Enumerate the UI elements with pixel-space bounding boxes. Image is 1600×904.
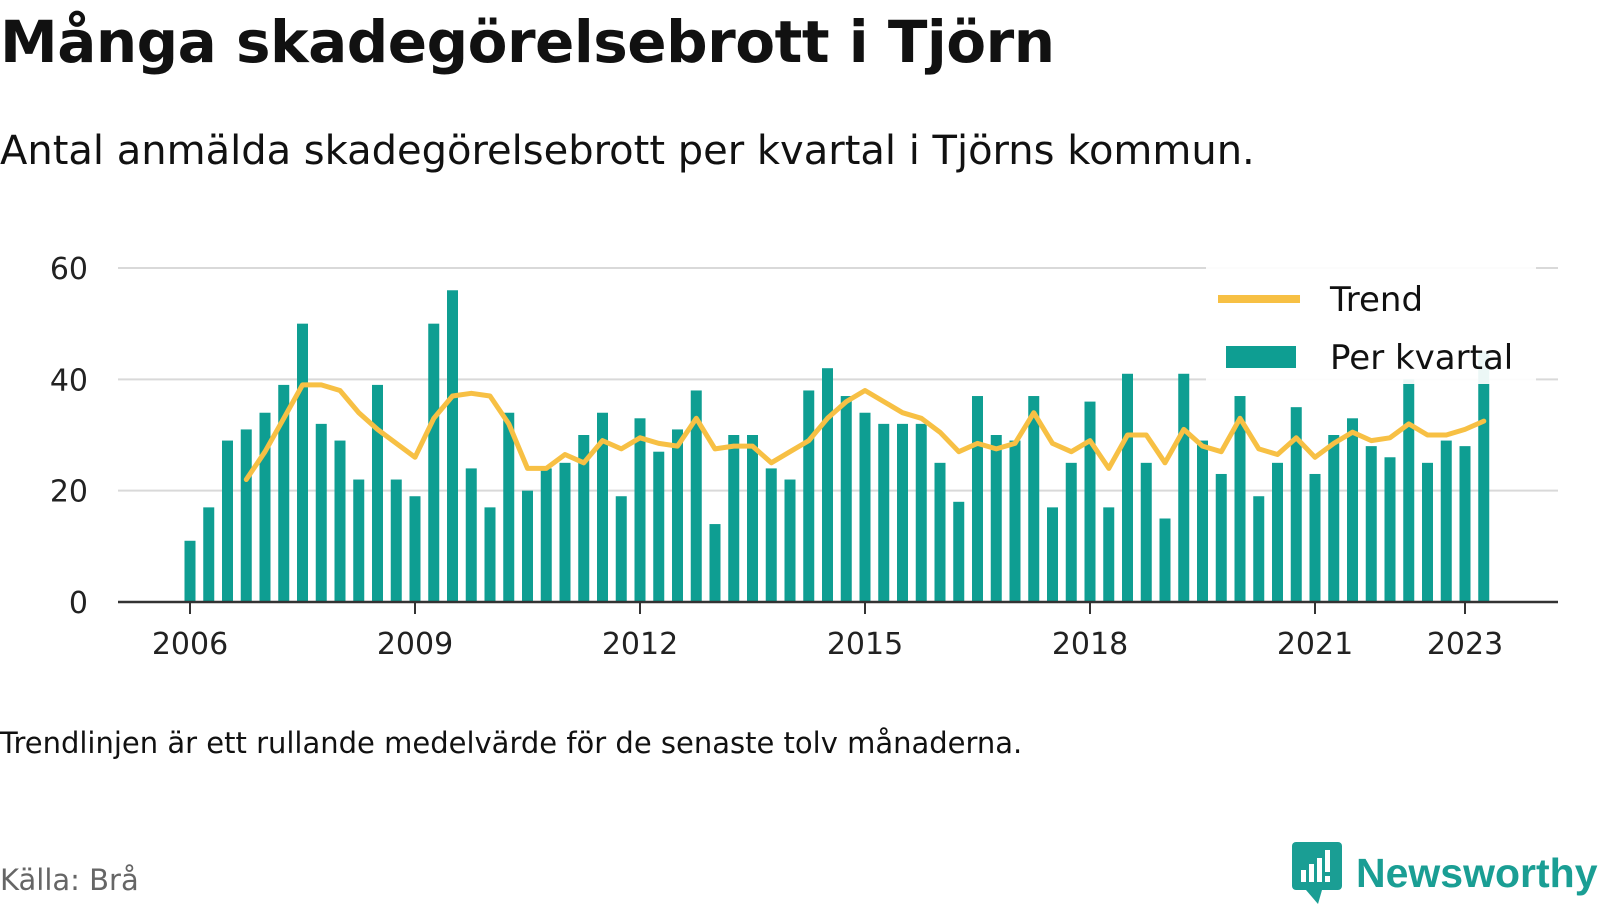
chart: 0 20 40 60 2006 2009 2012 2015 2018 2021 2023 Tren… xyxy=(50,252,1558,662)
bar xyxy=(728,435,740,602)
y-tick-label: 40 xyxy=(50,363,88,398)
bar xyxy=(597,412,608,602)
bar xyxy=(653,451,665,602)
axes: 0 20 40 60 2006 2009 2012 2015 2018 2021 2023 xyxy=(50,252,1558,662)
bar xyxy=(634,418,646,602)
bar xyxy=(1197,440,1208,602)
bar xyxy=(484,507,496,602)
bar xyxy=(447,290,458,602)
bar xyxy=(1478,351,1490,602)
bar xyxy=(1122,373,1133,602)
brand: Newsworthy xyxy=(1292,842,1598,904)
bar xyxy=(1422,462,1433,602)
bar xyxy=(1140,462,1152,602)
x-tick-label: 2006 xyxy=(152,627,228,662)
bar xyxy=(184,540,196,602)
bar xyxy=(559,462,571,602)
bar xyxy=(709,524,721,602)
bar xyxy=(1065,462,1077,602)
bar xyxy=(822,368,833,602)
legend: Trend Per kvartal xyxy=(1206,266,1536,384)
bar xyxy=(390,479,402,602)
bar xyxy=(278,384,290,602)
chart-note: Trendlinjen är ett rullande medelvärde f… xyxy=(0,726,1023,760)
bar xyxy=(1028,396,1040,602)
bar xyxy=(1103,507,1115,602)
bar xyxy=(672,429,683,602)
newsworthy-logo-icon xyxy=(1292,842,1342,904)
bar xyxy=(465,468,477,602)
bar xyxy=(1309,473,1321,602)
bar xyxy=(503,412,515,602)
bar xyxy=(765,468,777,602)
bar xyxy=(1159,518,1171,602)
bar xyxy=(615,496,627,602)
bar xyxy=(522,490,533,602)
bar xyxy=(1365,446,1377,602)
bar xyxy=(578,435,590,602)
x-tick-label: 2012 xyxy=(602,627,678,662)
y-tick-label: 0 xyxy=(69,586,88,621)
legend-bars-label: Per kvartal xyxy=(1330,338,1513,378)
bar xyxy=(1009,440,1021,602)
x-tick-label: 2021 xyxy=(1277,627,1353,662)
legend-bars-swatch xyxy=(1226,346,1296,368)
bar xyxy=(953,501,965,602)
bar xyxy=(784,479,796,602)
bar xyxy=(690,390,702,602)
brand-name: Newsworthy xyxy=(1356,849,1598,896)
trend-line-group xyxy=(243,382,1487,482)
bar xyxy=(915,423,927,602)
bar xyxy=(1384,457,1396,602)
bar xyxy=(934,462,946,602)
source-text: Källa: Brå xyxy=(0,863,139,897)
bar xyxy=(1290,407,1302,602)
x-tick-label: 2023 xyxy=(1427,627,1503,662)
bar xyxy=(203,507,215,602)
bar xyxy=(334,440,346,602)
x-tick-label: 2015 xyxy=(827,627,903,662)
bar xyxy=(353,479,365,602)
bar xyxy=(222,440,233,602)
y-tick-label: 20 xyxy=(50,475,88,510)
bar xyxy=(1440,440,1452,602)
bar xyxy=(409,496,421,602)
bar xyxy=(1234,396,1246,602)
bars xyxy=(184,290,1490,602)
chart-title: Många skadegörelsebrott i Tjörn xyxy=(0,8,1055,76)
bar xyxy=(1347,418,1358,602)
bar xyxy=(315,423,327,602)
bar xyxy=(1084,401,1096,602)
bar xyxy=(897,423,908,602)
chart-subtitle: Antal anmälda skadegörelsebrott per kvar… xyxy=(0,128,1255,174)
y-tick-label: 60 xyxy=(50,252,88,287)
bar xyxy=(1253,496,1265,602)
bar xyxy=(1178,373,1190,602)
bar xyxy=(1403,379,1415,602)
bar xyxy=(240,429,252,602)
x-tick-label: 2009 xyxy=(377,627,453,662)
bar xyxy=(1459,446,1471,602)
bar xyxy=(1272,462,1283,602)
bar xyxy=(1215,473,1227,602)
x-tick-label: 2018 xyxy=(1052,627,1128,662)
bar xyxy=(372,384,383,602)
bar xyxy=(1328,435,1340,602)
legend-trend-label: Trend xyxy=(1329,280,1423,320)
bar xyxy=(840,396,852,602)
bar xyxy=(859,412,871,602)
bar xyxy=(540,468,552,602)
trend-line xyxy=(243,382,1487,482)
bar xyxy=(990,435,1002,602)
bar xyxy=(259,412,271,602)
bar xyxy=(747,435,758,602)
bar xyxy=(803,390,815,602)
bar xyxy=(878,423,890,602)
bar xyxy=(428,323,440,602)
bar xyxy=(297,323,308,602)
bar xyxy=(972,396,983,602)
bar xyxy=(1047,507,1058,602)
